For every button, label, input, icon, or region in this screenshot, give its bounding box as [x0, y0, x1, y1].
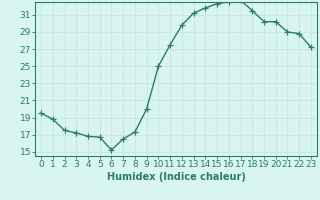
X-axis label: Humidex (Indice chaleur): Humidex (Indice chaleur) — [107, 172, 245, 182]
